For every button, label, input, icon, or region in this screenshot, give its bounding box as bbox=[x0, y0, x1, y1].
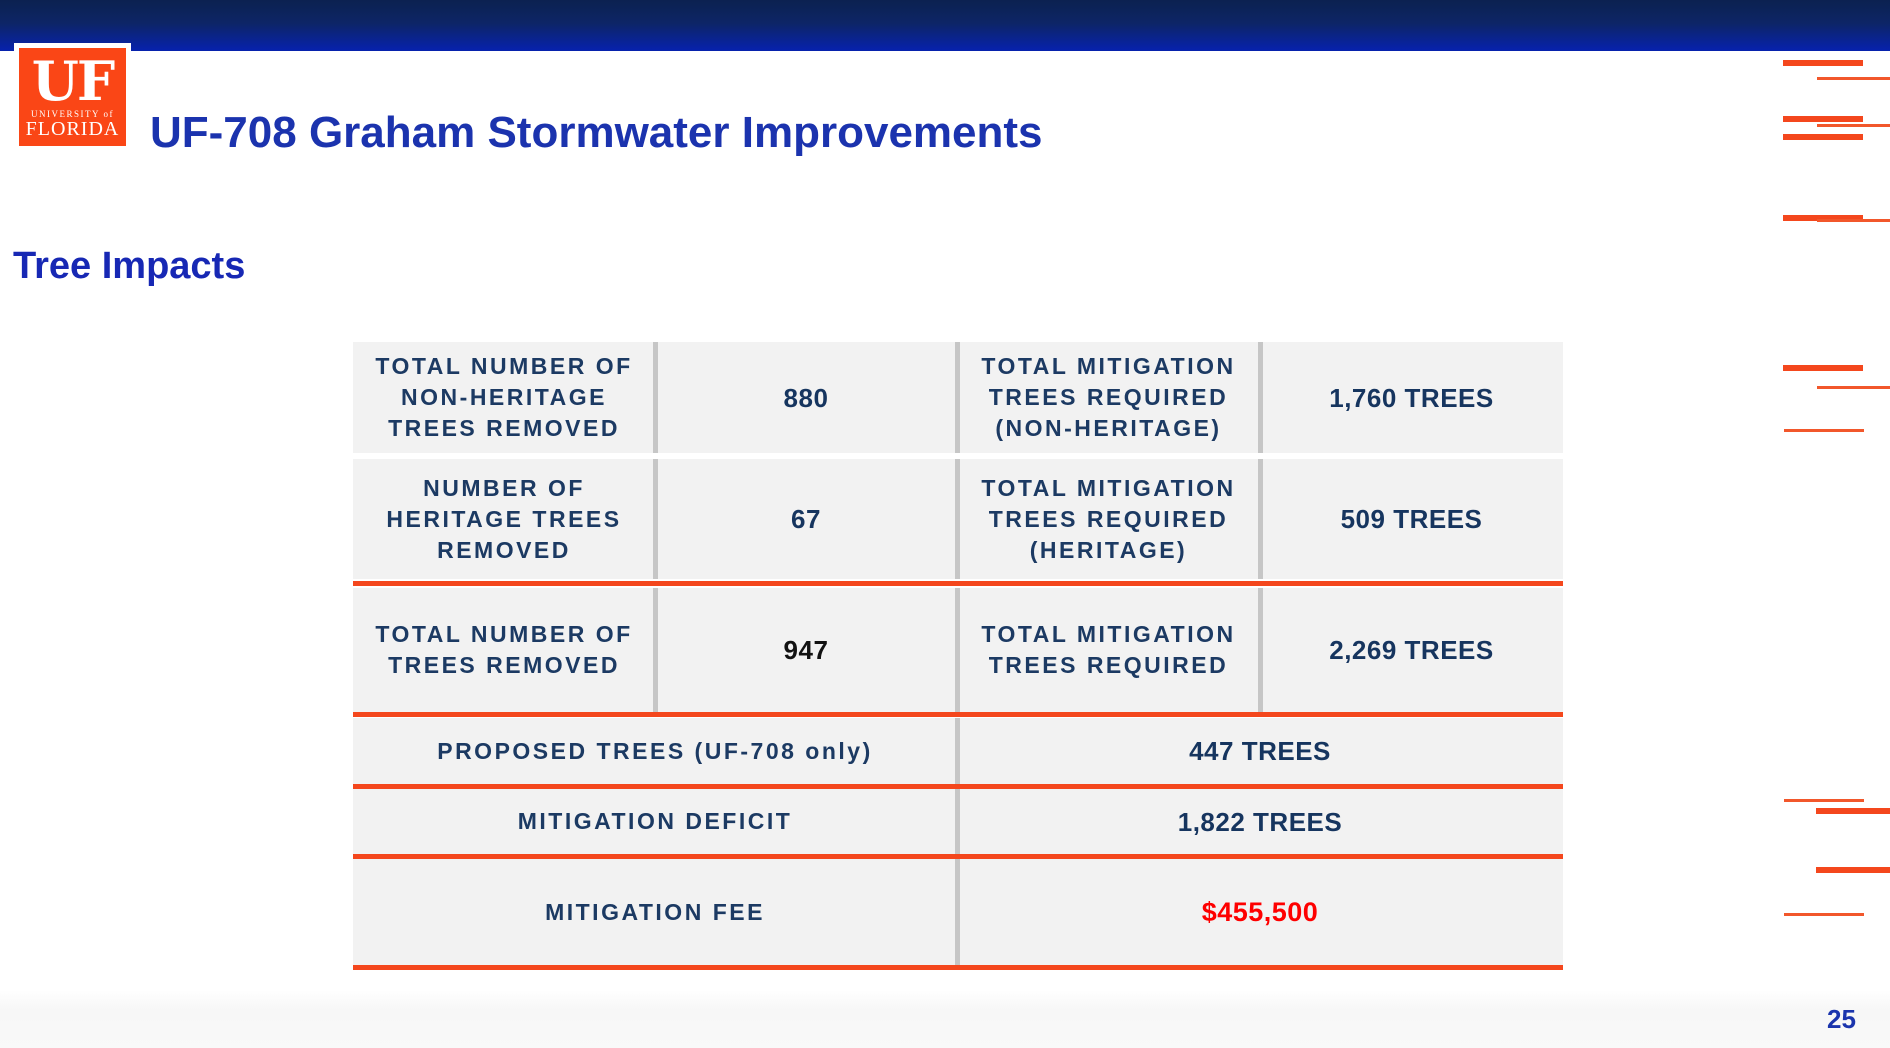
column-divider bbox=[1258, 342, 1263, 453]
deco-line bbox=[1784, 799, 1864, 802]
deco-line bbox=[1784, 429, 1864, 432]
deco-line bbox=[1817, 386, 1890, 389]
mitigation-deficit-label: MITIGATION DEFICIT bbox=[353, 789, 957, 854]
deco-line bbox=[1783, 60, 1863, 66]
uf-logo-florida-text: FLORIDA bbox=[25, 117, 120, 140]
deco-line bbox=[1783, 134, 1863, 140]
column-divider bbox=[653, 588, 658, 712]
row1-value: 880 bbox=[655, 342, 957, 453]
tree-impacts-table: TOTAL NUMBER OF NON-HERITAGE TREES REMOV… bbox=[353, 342, 1563, 972]
orange-rule bbox=[353, 581, 1563, 586]
table-row: TOTAL NUMBER OF TREES REMOVED 947 TOTAL … bbox=[353, 588, 1563, 712]
uf-logo: UF UNIVERSITY of FLORIDA bbox=[14, 43, 131, 151]
column-divider bbox=[955, 342, 960, 453]
column-divider bbox=[955, 459, 960, 579]
row1-label: TOTAL NUMBER OF NON-HERITAGE TREES REMOV… bbox=[353, 342, 655, 453]
table-row: MITIGATION FEE $455,500 bbox=[353, 859, 1563, 965]
column-divider bbox=[955, 718, 960, 784]
page-number: 25 bbox=[1827, 1004, 1856, 1034]
proposed-trees-value: 447 TREES bbox=[957, 718, 1563, 784]
deco-line bbox=[1783, 215, 1863, 221]
deco-line bbox=[1817, 124, 1890, 127]
uf-monogram-icon: UF bbox=[31, 48, 115, 113]
table-row: TOTAL NUMBER OF NON-HERITAGE TREES REMOV… bbox=[353, 342, 1563, 453]
column-divider bbox=[955, 789, 960, 854]
mitigation-fee-value: $455,500 bbox=[957, 859, 1563, 965]
proposed-trees-label: PROPOSED TREES (UF-708 only) bbox=[353, 718, 957, 784]
page-title: UF-708 Graham Stormwater Improvements bbox=[150, 108, 1043, 157]
table-row: PROPOSED TREES (UF-708 only) 447 TREES bbox=[353, 718, 1563, 784]
row2-value: 67 bbox=[655, 459, 957, 579]
uf-logo-university-text: UNIVERSITY of bbox=[31, 108, 114, 119]
row3-label: TOTAL NUMBER OF TREES REMOVED bbox=[353, 588, 655, 712]
column-divider bbox=[1258, 459, 1263, 579]
row3-mitigation-value: 2,269 TREES bbox=[1260, 588, 1563, 712]
row2-mitigation-value: 509 TREES bbox=[1260, 459, 1563, 579]
header-band bbox=[0, 0, 1890, 51]
column-divider bbox=[653, 459, 658, 579]
row2-label: NUMBER OF HERITAGE TREES REMOVED bbox=[353, 459, 655, 579]
deco-line bbox=[1817, 77, 1890, 80]
deco-line bbox=[1784, 913, 1864, 916]
column-divider bbox=[653, 342, 658, 453]
table-row: NUMBER OF HERITAGE TREES REMOVED 67 TOTA… bbox=[353, 459, 1563, 579]
section-heading: Tree Impacts bbox=[13, 245, 246, 287]
orange-rule bbox=[353, 854, 1563, 859]
deco-line bbox=[1816, 808, 1890, 814]
row3-value: 947 bbox=[655, 588, 957, 712]
deco-line bbox=[1783, 116, 1863, 122]
row1-mitigation-value: 1,760 TREES bbox=[1260, 342, 1563, 453]
orange-rule bbox=[353, 784, 1563, 789]
row1-mitigation-label: TOTAL MITIGATION TREES REQUIRED (NON-HER… bbox=[957, 342, 1260, 453]
mitigation-deficit-value: 1,822 TREES bbox=[957, 789, 1563, 854]
table-row: MITIGATION DEFICIT 1,822 TREES bbox=[353, 789, 1563, 854]
row2-mitigation-label: TOTAL MITIGATION TREES REQUIRED (HERITAG… bbox=[957, 459, 1260, 579]
orange-rule bbox=[353, 712, 1563, 717]
column-divider bbox=[955, 859, 960, 965]
orange-rule bbox=[353, 965, 1563, 970]
deco-line bbox=[1816, 867, 1890, 873]
deco-line bbox=[1783, 365, 1863, 371]
column-divider bbox=[1258, 588, 1263, 712]
column-divider bbox=[955, 588, 960, 712]
deco-line bbox=[1817, 219, 1890, 222]
mitigation-fee-label: MITIGATION FEE bbox=[353, 859, 957, 965]
uf-logo-box: UF UNIVERSITY of FLORIDA bbox=[19, 48, 126, 146]
row3-mitigation-label: TOTAL MITIGATION TREES REQUIRED bbox=[957, 588, 1260, 712]
footer-watermark bbox=[0, 990, 1890, 1048]
